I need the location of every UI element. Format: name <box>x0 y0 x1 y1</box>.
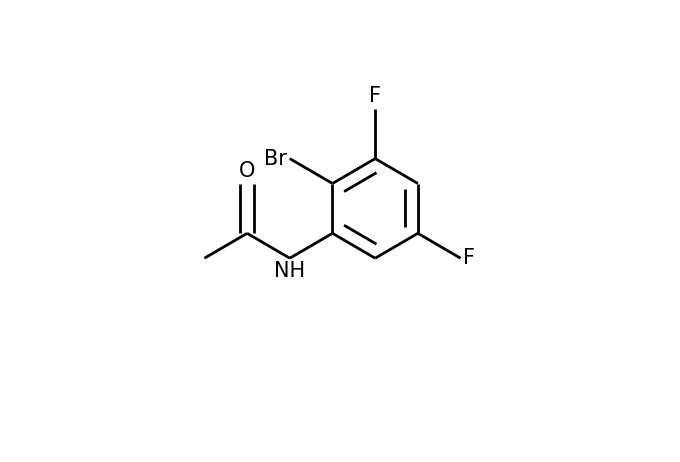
Text: NH: NH <box>274 261 305 281</box>
Text: Br: Br <box>264 149 287 169</box>
Text: F: F <box>463 248 475 268</box>
Text: O: O <box>239 161 255 181</box>
Text: F: F <box>369 86 381 106</box>
